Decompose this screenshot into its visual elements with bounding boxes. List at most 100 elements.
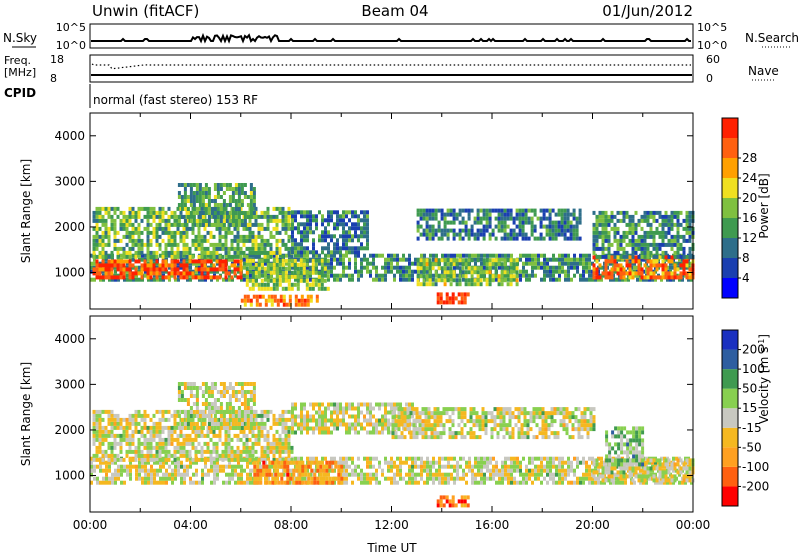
power-cell: [435, 253, 438, 258]
power-cell: [282, 302, 286, 307]
power-cell: [173, 242, 177, 247]
power-cell: [552, 273, 555, 278]
power-cell: [676, 242, 680, 247]
power-cell: [183, 223, 187, 227]
power-cell: [456, 253, 459, 258]
velocity-cell: [459, 464, 462, 469]
velocity-cell: [540, 480, 543, 485]
power-cell: [652, 210, 656, 215]
velocity-cell: [122, 433, 126, 438]
power-cell: [206, 238, 210, 243]
velocity-cell: [549, 472, 552, 477]
power-cell: [497, 278, 501, 283]
power-cell: [664, 267, 668, 272]
velocity-cell: [504, 460, 507, 465]
power-cell: [463, 300, 467, 305]
power-cell: [233, 271, 237, 276]
velocity-cell: [342, 480, 345, 485]
power-cell: [676, 250, 680, 255]
power-cell: [604, 246, 608, 251]
power-cell: [357, 234, 360, 239]
power-cell: [168, 277, 171, 282]
power-cell: [198, 269, 201, 274]
power-cell: [488, 216, 492, 221]
velocity-cell: [110, 449, 114, 454]
power-cell: [159, 253, 162, 258]
power-cell: [384, 273, 387, 278]
power-cell: [342, 273, 345, 278]
power-cell: [126, 261, 129, 266]
power-cell: [607, 259, 611, 264]
power-cell: [573, 261, 576, 266]
velocity-cell: [438, 468, 441, 473]
power-cell: [294, 226, 297, 231]
power-cell: [673, 263, 677, 268]
velocity-cell: [182, 453, 186, 458]
power-cell: [243, 253, 246, 258]
power-cell: [95, 263, 99, 268]
power-cell: [411, 269, 414, 274]
power-cell: [649, 234, 653, 239]
velocity-cell: [354, 472, 357, 477]
power-cell: [306, 234, 309, 239]
velocity-cell: [206, 441, 210, 446]
velocity-cell: [99, 464, 102, 469]
velocity-cell: [191, 457, 195, 462]
power-cell: [462, 273, 465, 278]
power-cell: [595, 267, 599, 272]
power-cell: [192, 219, 196, 223]
velocity-cell: [486, 456, 489, 461]
velocity-cell: [149, 437, 153, 442]
power-cell: [619, 254, 623, 259]
velocity-cell: [414, 480, 417, 485]
power-cell: [545, 224, 549, 229]
power-cell: [218, 230, 222, 235]
velocity-cell: [390, 468, 393, 473]
power-cell: [512, 266, 516, 271]
power-cell: [210, 199, 214, 203]
velocity-cell: [570, 480, 573, 485]
velocity-cell: [462, 472, 465, 477]
power-cell: [149, 214, 153, 219]
power-cell: [204, 191, 208, 195]
power-cell: [592, 238, 596, 243]
velocity-cell: [588, 456, 591, 461]
power-cell: [144, 269, 147, 274]
power-cell: [685, 275, 689, 280]
power-cell: [640, 250, 644, 255]
velocity-cell: [170, 441, 174, 446]
velocity-cell: [213, 480, 216, 485]
power-cell: [173, 222, 177, 227]
power-cell: [98, 214, 102, 219]
power-cell: [204, 187, 208, 191]
velocity-cell: [558, 456, 561, 461]
power-cell: [213, 215, 217, 219]
velocity-cell: [119, 449, 123, 454]
velocity-cell: [651, 468, 654, 473]
power-cell: [185, 222, 189, 227]
power-cell: [480, 257, 483, 262]
velocity-cell: [185, 453, 189, 458]
power-cell: [604, 267, 608, 272]
power-cell: [646, 250, 650, 255]
power-cell: [219, 215, 223, 219]
velocity-cell: [489, 476, 492, 481]
power-cell: [303, 253, 306, 258]
velocity-cell: [242, 449, 246, 454]
velocity-cell: [555, 468, 558, 473]
power-cell: [128, 234, 132, 239]
power-cell: [572, 224, 576, 229]
power-cell: [113, 226, 117, 231]
velocity-cell: [134, 413, 138, 418]
power-cell: [669, 277, 672, 282]
power-cell: [246, 223, 250, 227]
power-cell: [219, 187, 223, 191]
power-cell: [245, 278, 249, 283]
power-cell: [622, 267, 626, 272]
velocity-cell: [465, 464, 468, 469]
velocity-cell: [417, 480, 420, 485]
power-cell: [275, 262, 279, 267]
power-cell: [233, 246, 237, 251]
power-cell: [267, 298, 271, 303]
velocity-cell: [597, 476, 600, 481]
